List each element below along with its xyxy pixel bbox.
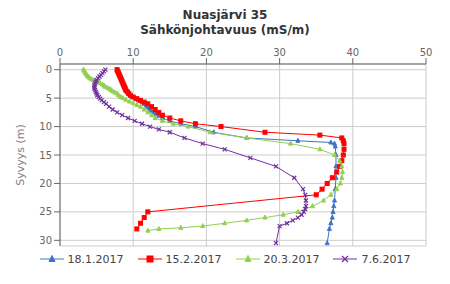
svg-text:40: 40 (346, 47, 359, 58)
svg-text:0: 0 (57, 47, 63, 58)
svg-text:50: 50 (420, 47, 433, 58)
svg-text:0: 0 (46, 64, 52, 75)
svg-text:10: 10 (127, 47, 140, 58)
svg-text:20: 20 (200, 47, 213, 58)
svg-text:20: 20 (39, 178, 52, 189)
svg-text:25: 25 (39, 206, 52, 217)
html-text:20.3.2017: 20.3.2017 (263, 252, 320, 266)
svg-text:10: 10 (39, 121, 52, 132)
svg-text:30: 30 (273, 47, 286, 58)
svg-text:Syvyys (m): Syvyys (m) (14, 124, 27, 186)
html-text:7.6.2017: 7.6.2017 (361, 252, 411, 266)
svg-text:30: 30 (39, 235, 52, 246)
html-text:Nuasjärvi 35: Nuasjärvi 35 (182, 8, 268, 22)
html-text:Sähkönjohtavuus (mS/m): Sähkönjohtavuus (mS/m) (140, 23, 310, 37)
svg-text:15: 15 (39, 150, 52, 161)
html-text:15.2.2017: 15.2.2017 (165, 252, 222, 266)
svg-text:5: 5 (46, 93, 52, 104)
html-text:18.1.2017: 18.1.2017 (67, 252, 124, 266)
